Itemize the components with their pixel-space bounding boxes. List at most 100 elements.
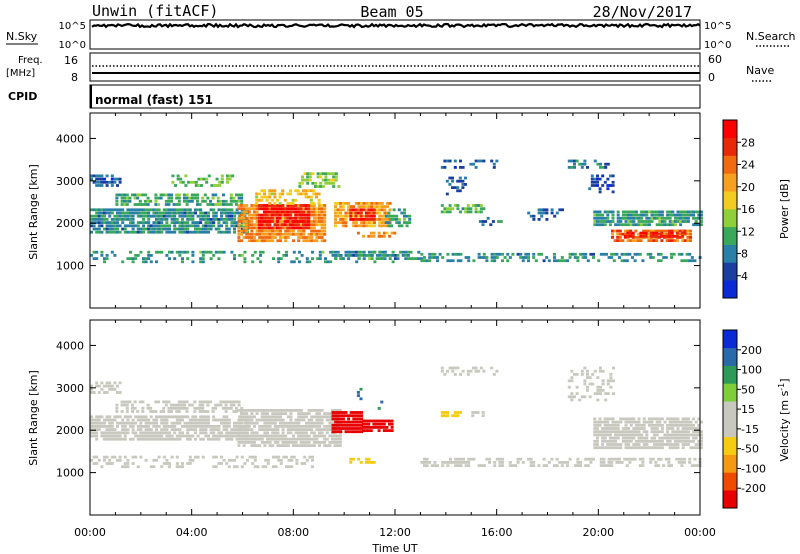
data-cell (347, 214, 350, 218)
data-cell (277, 458, 281, 462)
data-cell (184, 184, 188, 187)
data-cell (231, 174, 235, 178)
data-cell (131, 260, 135, 264)
data-cell (113, 254, 117, 257)
data-cell (255, 229, 259, 233)
data-cell (203, 410, 207, 413)
data-cell (207, 218, 210, 221)
data-cell (393, 231, 397, 235)
data-cell (263, 425, 267, 428)
data-cell (147, 208, 151, 212)
data-cell (464, 176, 467, 180)
data-cell (621, 430, 625, 434)
data-cell (360, 221, 363, 224)
data-cell (178, 431, 182, 435)
data-cell (250, 220, 254, 223)
data-cell (627, 213, 631, 217)
data-cell (155, 418, 158, 422)
data-cell (634, 420, 638, 424)
data-cell (270, 198, 274, 202)
data-cell (616, 443, 620, 446)
data-cell (336, 211, 340, 215)
data-cell (430, 256, 434, 259)
data-cell (386, 205, 389, 208)
data-cell (271, 431, 275, 435)
data-cell (388, 422, 391, 426)
data-cell (681, 439, 685, 443)
data-cell (297, 434, 301, 438)
data-cell (110, 434, 114, 438)
data-cell (255, 210, 259, 214)
data-cell (297, 229, 301, 233)
data-cell (673, 446, 677, 450)
data-cell (258, 232, 262, 236)
data-cell (364, 419, 368, 423)
data-cell (225, 462, 229, 465)
data-cell (183, 434, 187, 438)
data-cell (395, 218, 399, 221)
data-cell (357, 208, 361, 212)
data-cell (222, 418, 226, 422)
data-cell (225, 428, 229, 431)
data-cell (405, 221, 409, 224)
data-cell (655, 420, 659, 424)
data-cell (679, 213, 683, 217)
data-cell (144, 199, 147, 203)
data-cell (129, 257, 132, 260)
data-cell (645, 210, 649, 214)
data-cell (451, 259, 455, 263)
data-cell (247, 213, 251, 217)
data-cell (230, 250, 234, 254)
data-cell (211, 410, 215, 413)
data-cell (95, 214, 99, 218)
data-cell (265, 223, 269, 227)
data-cell (679, 223, 683, 227)
data-cell (237, 441, 241, 444)
data-cell (467, 259, 471, 263)
data-cell (590, 174, 594, 178)
data-cell (596, 174, 599, 178)
data-cell (181, 418, 184, 422)
data-cell (266, 229, 269, 233)
data-cell (576, 461, 580, 464)
data-cell (286, 441, 290, 444)
data-cell (686, 417, 690, 421)
data-cell (272, 455, 275, 459)
data-cell (325, 431, 329, 435)
data-cell (201, 403, 205, 407)
data-cell (245, 418, 249, 422)
data-cell (181, 224, 184, 228)
station-title: Unwin (fitACF) (92, 2, 218, 20)
data-cell (339, 414, 343, 418)
data-cell (618, 256, 621, 259)
data-cell (306, 172, 310, 176)
data-cell (436, 259, 439, 263)
data-cell (292, 437, 295, 441)
data-cell (247, 418, 251, 422)
data-cell (212, 208, 216, 212)
data-cell (181, 250, 184, 254)
data-cell (263, 441, 267, 444)
data-cell (608, 433, 612, 437)
data-cell (608, 417, 612, 421)
data-cell (329, 181, 333, 185)
data-cell (328, 412, 332, 415)
data-cell (247, 441, 251, 444)
data-cell (216, 196, 220, 200)
data-cell (235, 465, 239, 469)
data-cell (220, 174, 224, 178)
data-cell (165, 425, 169, 428)
data-cell (190, 199, 194, 203)
data-cell (90, 428, 93, 431)
data-cell (214, 227, 218, 231)
data-cell (699, 216, 703, 220)
data-cell (170, 425, 174, 428)
data-cell (175, 218, 179, 221)
data-cell (242, 216, 246, 220)
data-cell (378, 221, 382, 224)
data-cell (388, 202, 392, 205)
data-cell (490, 252, 494, 256)
data-cell (268, 223, 272, 227)
data-cell (105, 230, 109, 234)
